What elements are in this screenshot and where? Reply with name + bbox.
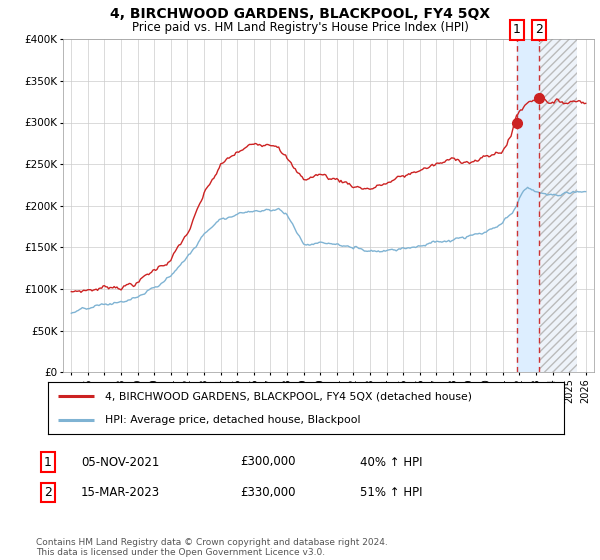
Text: 51% ↑ HPI: 51% ↑ HPI — [360, 486, 422, 500]
Text: 1: 1 — [44, 455, 52, 469]
Text: 40% ↑ HPI: 40% ↑ HPI — [360, 455, 422, 469]
Text: 05-NOV-2021: 05-NOV-2021 — [81, 455, 160, 469]
Bar — [539, 39, 577, 372]
Text: Contains HM Land Registry data © Crown copyright and database right 2024.
This d: Contains HM Land Registry data © Crown c… — [36, 538, 388, 557]
Text: 2: 2 — [44, 486, 52, 500]
Text: HPI: Average price, detached house, Blackpool: HPI: Average price, detached house, Blac… — [105, 415, 360, 425]
Bar — [517, 39, 539, 372]
Text: 4, BIRCHWOOD GARDENS, BLACKPOOL, FY4 5QX (detached house): 4, BIRCHWOOD GARDENS, BLACKPOOL, FY4 5QX… — [105, 391, 472, 402]
Text: £300,000: £300,000 — [240, 455, 296, 469]
Text: 2: 2 — [535, 24, 543, 36]
Text: £330,000: £330,000 — [240, 486, 296, 500]
Text: 4, BIRCHWOOD GARDENS, BLACKPOOL, FY4 5QX: 4, BIRCHWOOD GARDENS, BLACKPOOL, FY4 5QX — [110, 7, 490, 21]
Text: Price paid vs. HM Land Registry's House Price Index (HPI): Price paid vs. HM Land Registry's House … — [131, 21, 469, 34]
Text: 15-MAR-2023: 15-MAR-2023 — [81, 486, 160, 500]
Text: 1: 1 — [513, 24, 521, 36]
